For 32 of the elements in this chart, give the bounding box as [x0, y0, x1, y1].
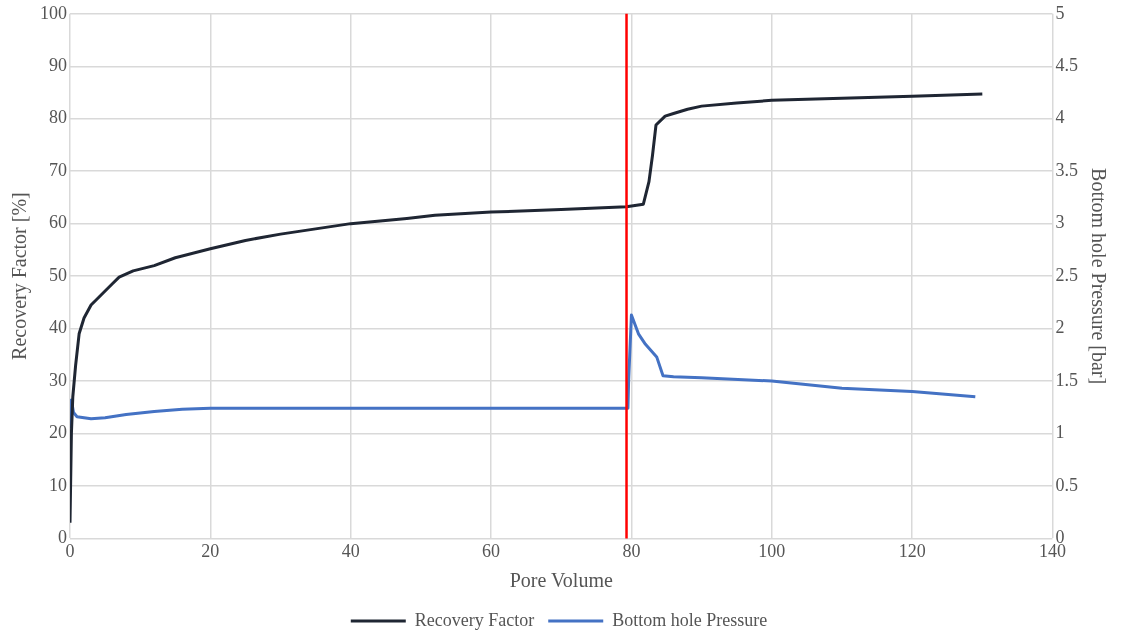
y-tick-label: 30 — [49, 369, 67, 390]
legend-label: Bottom hole Pressure — [612, 609, 768, 630]
x-tick-label: 120 — [898, 540, 926, 561]
y-axis-title: Recovery Factor [%] — [8, 192, 32, 360]
x-tick-label: 100 — [758, 540, 786, 561]
x-tick-label: 60 — [482, 540, 501, 561]
y-tick-label: 50 — [49, 264, 67, 285]
y2-axis-title: Bottom hole Pressure [bar] — [1087, 168, 1110, 385]
y2-tick-label: 3.5 — [1055, 159, 1078, 180]
x-axis-title: Pore Volume — [509, 569, 613, 592]
y2-tick-label: 2.5 — [1055, 264, 1078, 285]
y2-tick-label: 4 — [1055, 107, 1065, 128]
x-tick-label: 80 — [622, 540, 641, 561]
y2-tick-label: 3 — [1055, 212, 1065, 233]
y-tick-label: 40 — [49, 317, 67, 338]
y-tick-label: 80 — [49, 107, 67, 128]
y2-tick-label: 4.5 — [1055, 54, 1078, 75]
y-tick-label: 10 — [49, 474, 67, 495]
y2-tick-label: 1.5 — [1055, 369, 1078, 390]
y-tick-label: 100 — [40, 2, 67, 23]
y-tick-label: 20 — [49, 422, 67, 443]
y2-tick-label: 0.5 — [1055, 474, 1078, 495]
y-tick-label: 70 — [49, 159, 67, 180]
y2-tick-label: 5 — [1055, 2, 1065, 23]
y-tick-label: 90 — [49, 54, 67, 75]
x-tick-label: 40 — [341, 540, 360, 561]
y2-tick-label: 1 — [1055, 422, 1065, 443]
y-tick-label: 0 — [58, 527, 67, 548]
legend-label: Recovery Factor — [414, 609, 535, 630]
y-tick-label: 60 — [49, 212, 67, 233]
y2-tick-label: 2 — [1055, 317, 1065, 338]
x-tick-label: 20 — [201, 540, 220, 561]
